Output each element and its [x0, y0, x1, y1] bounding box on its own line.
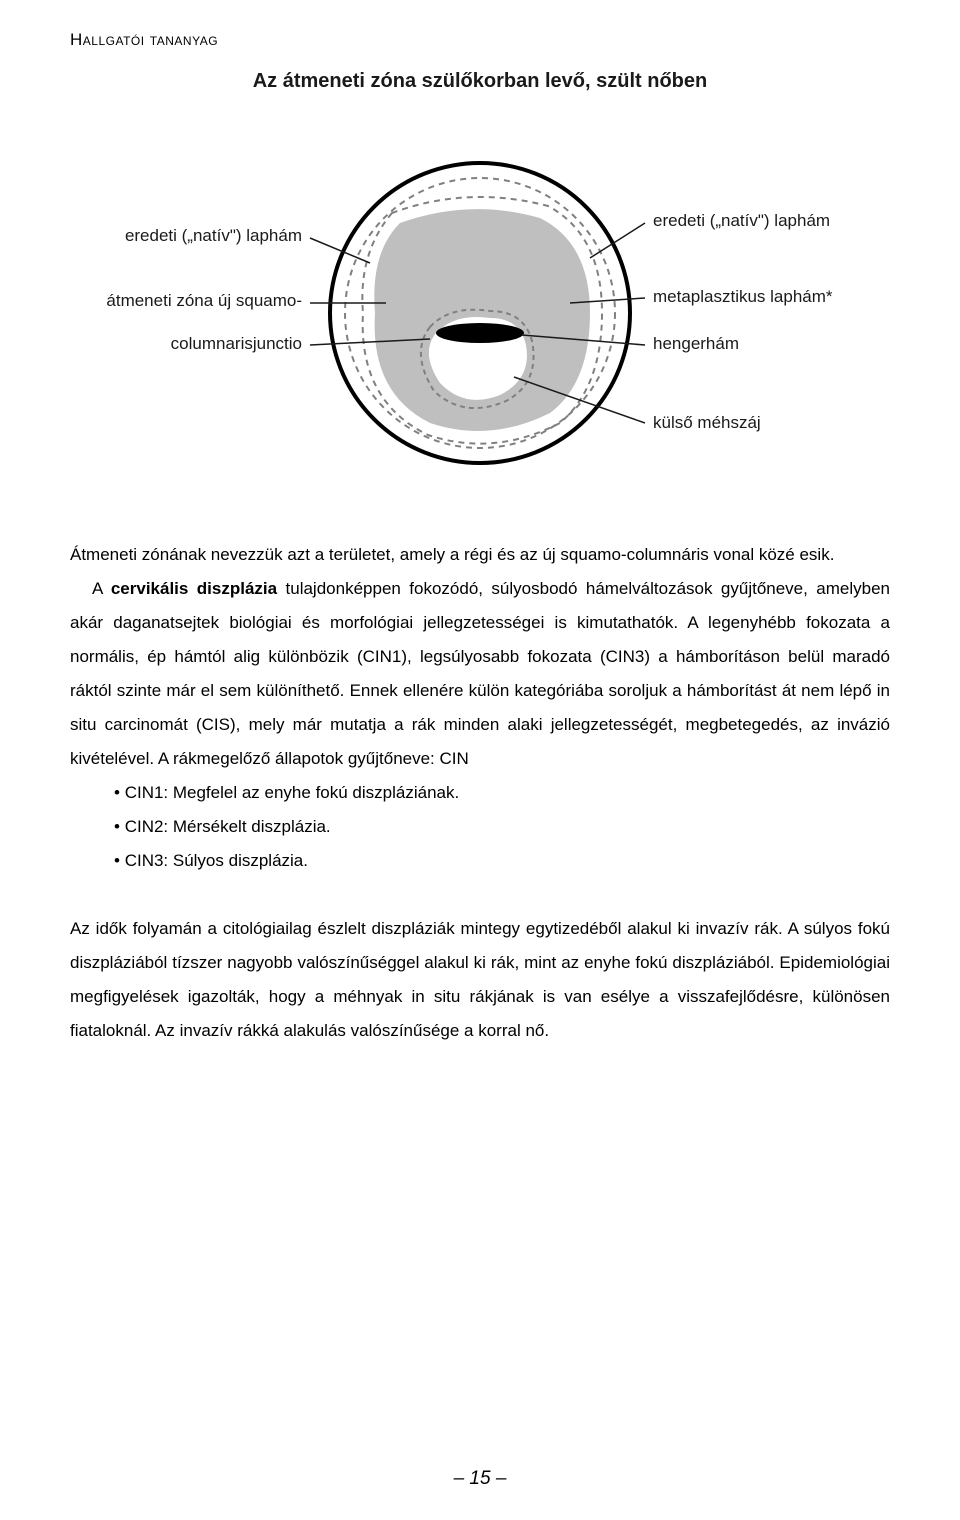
- p2-bold: cervikális diszplázia: [111, 579, 277, 598]
- label-right-3: hengerhám: [653, 334, 739, 353]
- label-right-2: metaplasztikus laphám*: [653, 287, 833, 306]
- paragraph-1: Átmeneti zónának nevezzük azt a területe…: [70, 538, 890, 572]
- cin-item-2: CIN2: Mérsékelt diszplázia.: [114, 810, 890, 844]
- external-os: [436, 323, 524, 343]
- p2-rest: tulajdonképpen fokozódó, súlyosbodó háme…: [70, 579, 890, 768]
- label-right-4: külső méhszáj: [653, 413, 761, 432]
- diagram-svg: eredeti („natív") laphám átmeneti zóna ú…: [70, 113, 890, 493]
- label-right-1: eredeti („natív") laphám: [653, 211, 830, 230]
- diagram: Az átmeneti zóna szülőkorban levő, szült…: [70, 70, 890, 498]
- paragraph-3: Az idők folyamán a citológiailag észlelt…: [70, 912, 890, 1048]
- p2-lead: A: [92, 579, 111, 598]
- label-left-2a: átmeneti zóna új squamo-: [106, 291, 302, 310]
- diagram-title: Az átmeneti zóna szülőkorban levő, szült…: [70, 70, 890, 93]
- body-text: Átmeneti zónának nevezzük azt a területe…: [70, 538, 890, 1048]
- label-left-1: eredeti („natív") laphám: [125, 226, 302, 245]
- cin-item-3: CIN3: Súlyos diszplázia.: [114, 844, 890, 878]
- cin-item-1: CIN1: Megfelel az enyhe fokú diszplázián…: [114, 776, 890, 810]
- running-header: Hallgatói tananyag: [70, 30, 890, 50]
- label-left-2b: columnarisjunctio: [171, 334, 302, 353]
- paragraph-2: A cervikális diszplázia tulajdonképpen f…: [70, 572, 890, 776]
- page-number: – 15 –: [0, 1468, 960, 1490]
- cin-list: CIN1: Megfelel az enyhe fokú diszplázián…: [70, 776, 890, 878]
